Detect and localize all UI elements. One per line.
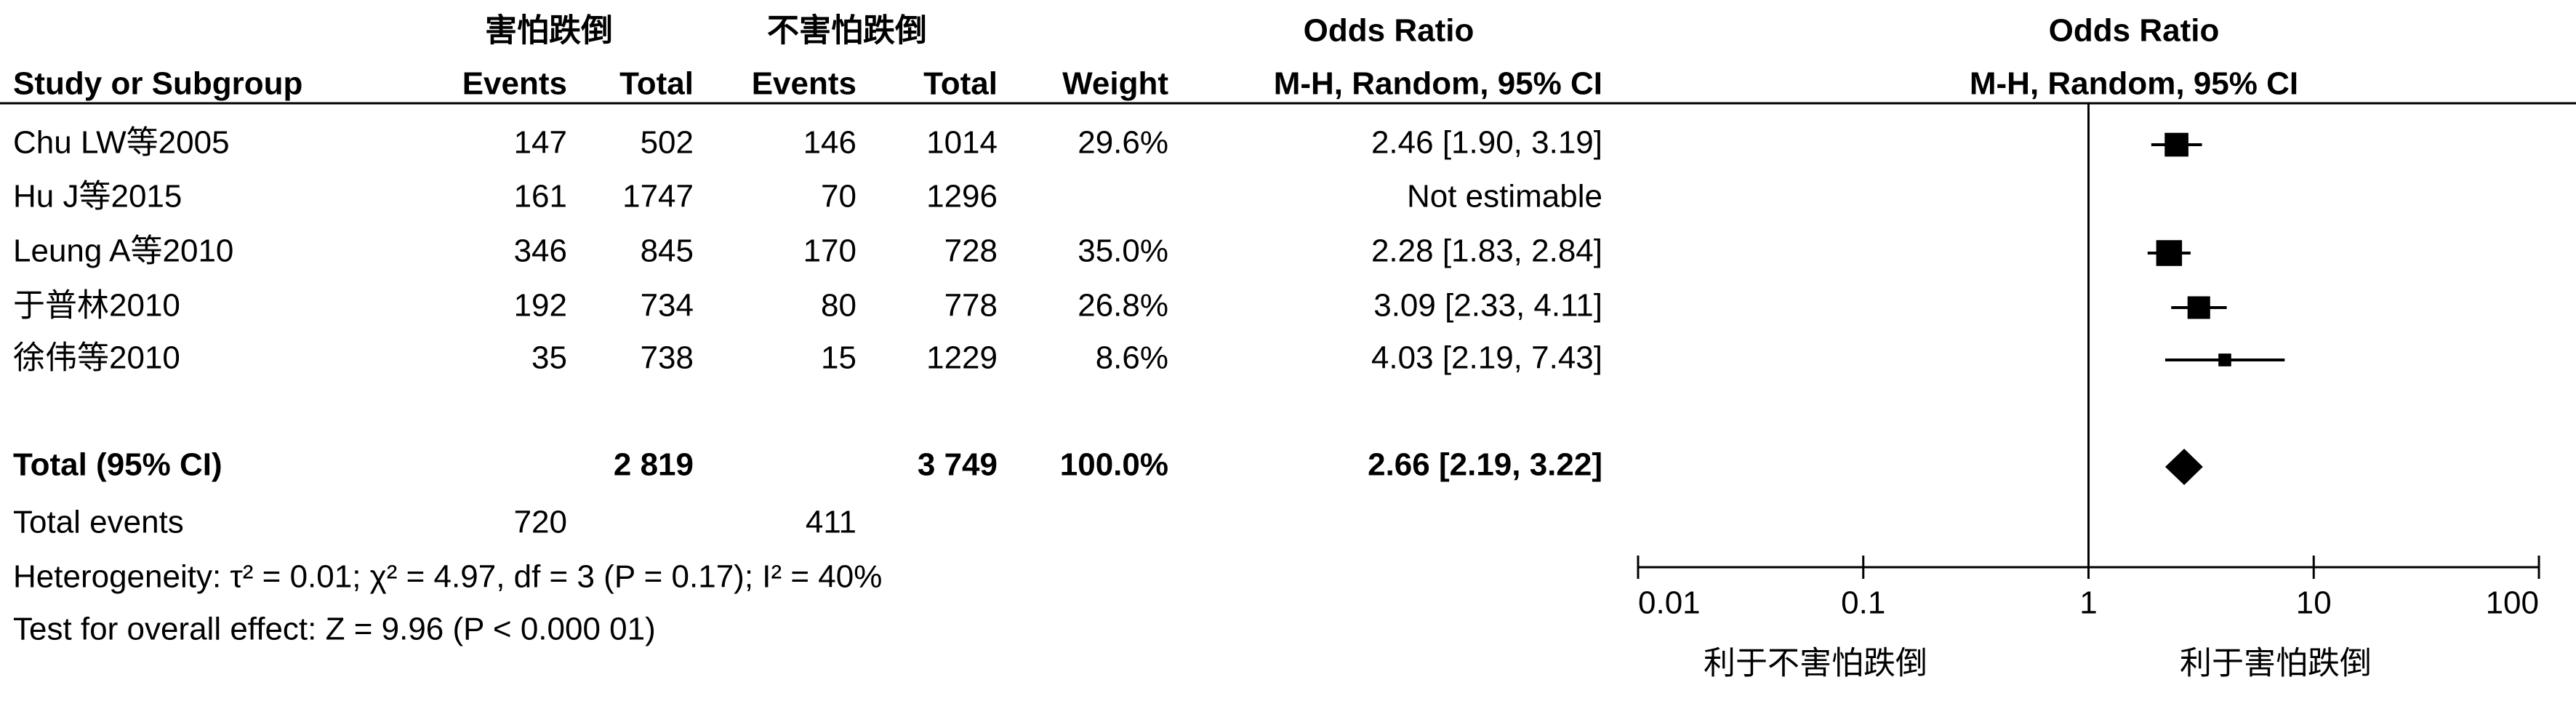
pooled-diamond (2164, 449, 2203, 485)
cell: 3.09 [2.33, 4.11] (1373, 288, 1602, 324)
cell: Not estimable (1407, 179, 1602, 215)
cell: 734 (641, 288, 694, 324)
x-tick-label: 0.01 (1638, 585, 1701, 621)
group-header: 害怕跌倒 (485, 13, 613, 49)
cell: 15 (821, 340, 856, 376)
cell: 2 819 (614, 447, 694, 483)
cell: 346 (514, 233, 567, 269)
x-tick-label: 0.1 (1841, 585, 1885, 621)
cell: 147 (514, 125, 567, 161)
point-estimate (2164, 132, 2188, 157)
cell: 1014 (926, 125, 998, 161)
cell: Leung A等2010 (13, 233, 233, 269)
cell: 728 (944, 233, 998, 269)
cell: Total events (13, 505, 184, 540)
cell: 502 (641, 125, 694, 161)
cell: 70 (821, 179, 856, 215)
point-estimate (2187, 296, 2210, 319)
column-header: Events (462, 66, 567, 102)
column-header: M-H, Random, 95% CI (1274, 66, 1602, 102)
cell: 100.0% (1060, 447, 1168, 483)
column-header: Total (923, 66, 998, 102)
favours-right: 利于害怕跌倒 (2180, 646, 2372, 681)
cell: Hu J等2015 (13, 179, 182, 215)
cell: 161 (514, 179, 567, 215)
cell: 29.6% (1078, 125, 1168, 161)
favours-left: 利于不害怕跌倒 (1704, 646, 1927, 681)
table-title: Odds Ratio (1304, 13, 1474, 49)
cell: 738 (641, 340, 694, 376)
cell: 778 (944, 288, 998, 324)
cell: 2.28 [1.83, 2.84] (1371, 233, 1602, 269)
cell: 845 (641, 233, 694, 269)
group-header: 不害怕跌倒 (767, 13, 927, 49)
cell: 80 (821, 288, 856, 324)
column-header: Study or Subgroup (13, 66, 302, 102)
cell: 35.0% (1078, 233, 1168, 269)
cell: 8.6% (1096, 340, 1168, 376)
x-tick-label: 10 (2296, 585, 2332, 621)
cell: Chu LW等2005 (13, 125, 230, 161)
cell: 1747 (622, 179, 694, 215)
column-header: Weight (1062, 66, 1168, 102)
cell: 2.66 [2.19, 3.22] (1368, 447, 1602, 483)
cell: 411 (806, 505, 856, 540)
cell: 720 (514, 505, 567, 540)
cell: 146 (803, 125, 856, 161)
cell: 170 (803, 233, 856, 269)
cell: 于普林2010 (13, 288, 180, 324)
cell: 192 (514, 288, 567, 324)
point-estimate (2218, 353, 2231, 366)
point-estimate (2156, 240, 2183, 266)
column-header: Total (619, 66, 694, 102)
cell: 1229 (926, 340, 998, 376)
cell: 35 (531, 340, 567, 376)
cell: Total (95% CI) (13, 447, 222, 483)
cell: 1296 (926, 179, 998, 215)
heterogeneity: Heterogeneity: τ² = 0.01; χ² = 4.97, df … (13, 559, 882, 595)
cell: 26.8% (1078, 288, 1168, 324)
plot-title: Odds Ratio (2049, 13, 2220, 49)
overall-effect: Test for overall effect: Z = 9.96 (P < 0… (13, 612, 656, 647)
cell: 2.46 [1.90, 3.19] (1371, 125, 1602, 161)
x-tick-label: 1 (2079, 585, 2097, 621)
x-tick-label: 100 (2486, 585, 2539, 621)
column-header: Events (752, 66, 856, 102)
cell: 3 749 (918, 447, 998, 483)
cell: 4.03 [2.19, 7.43] (1371, 340, 1602, 376)
plot-subtitle: M-H, Random, 95% CI (1970, 66, 2298, 102)
cell: 徐伟等2010 (13, 340, 180, 376)
